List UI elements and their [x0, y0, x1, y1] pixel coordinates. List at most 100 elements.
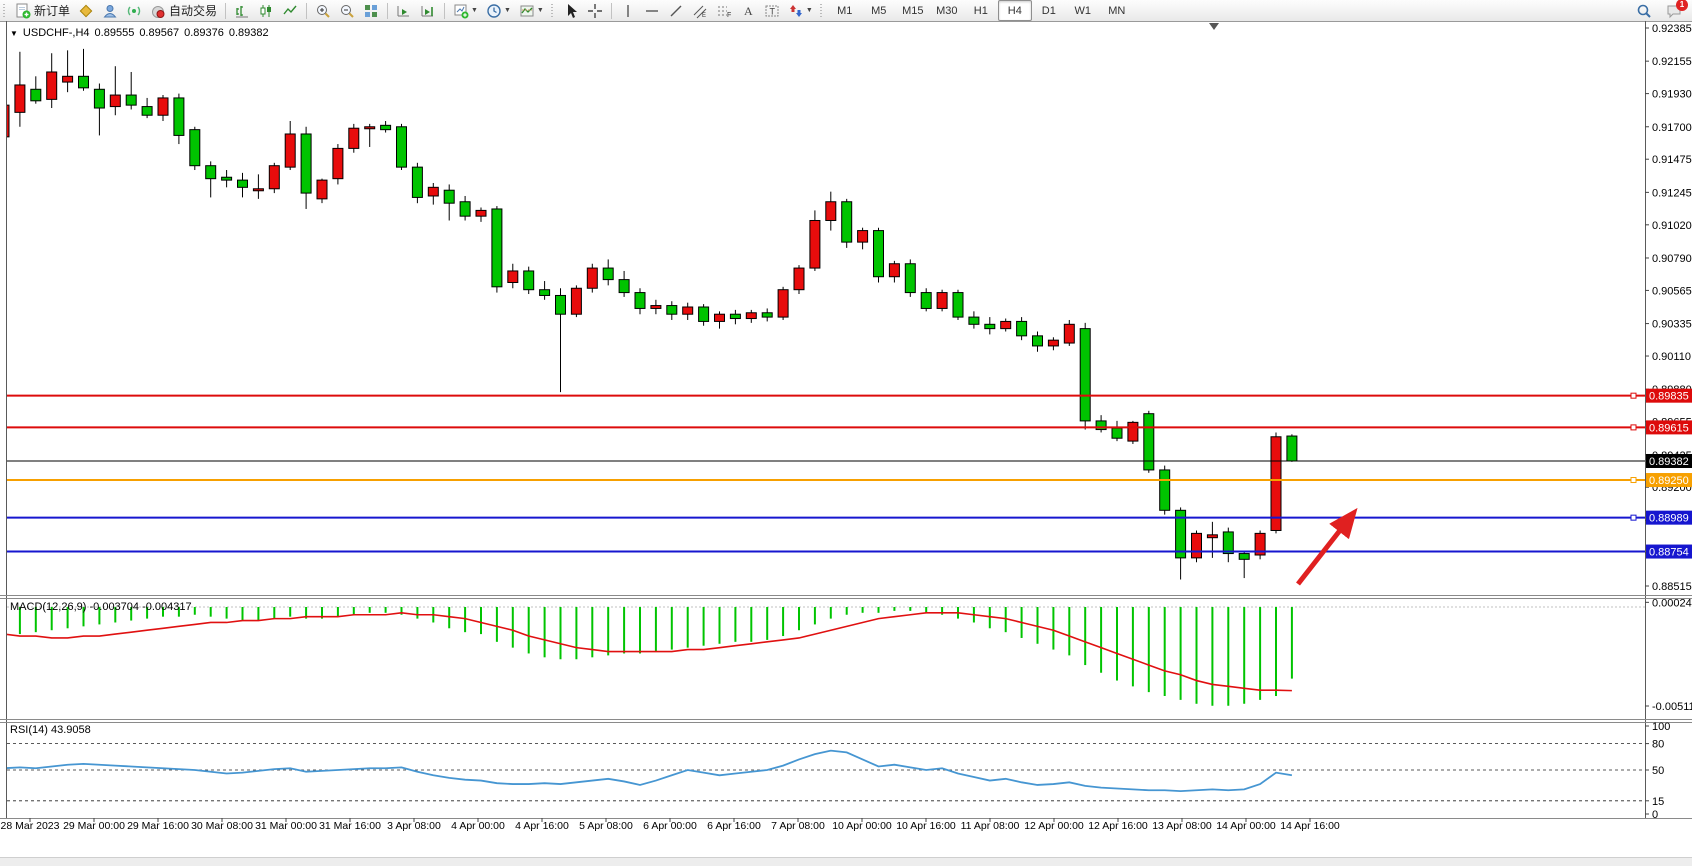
- new-chart-dropdown[interactable]: ▼: [449, 0, 482, 21]
- toolbar-grip[interactable]: [3, 3, 8, 18]
- timeframe-button-m15[interactable]: M15: [902, 4, 924, 17]
- toolbar-separator: [306, 2, 308, 19]
- trendline-button[interactable]: [664, 0, 688, 21]
- candle: [141, 97, 153, 119]
- candle: [570, 285, 582, 318]
- zoom-in-icon: [315, 3, 331, 19]
- community-button[interactable]: [98, 0, 122, 21]
- candle: [459, 195, 471, 221]
- template-icon: [519, 3, 535, 19]
- text-label-button[interactable]: T: [760, 0, 784, 21]
- toolbar-grip[interactable]: [819, 3, 825, 18]
- line-chart-button[interactable]: [278, 0, 302, 21]
- tile-windows-button[interactable]: [359, 0, 383, 21]
- macd-axis-label: -0.005115: [1652, 701, 1692, 713]
- rsi-level-label: 100: [1652, 721, 1670, 733]
- timeframe-button-w1[interactable]: W1: [1074, 4, 1092, 17]
- fibonacci-button[interactable]: F: [712, 0, 736, 21]
- chart-canvas[interactable]: 0.92385 0.92155 0.91930 0.91700 0.91475 0.912…: [0, 21, 1692, 844]
- price-line-badge-label: 0.88754: [1649, 547, 1689, 559]
- horizontal-scrollbar[interactable]: [0, 857, 1692, 866]
- candle: [523, 266, 535, 295]
- timeframe-button-m30[interactable]: M30: [936, 4, 958, 17]
- time-axis-label: 6 Apr 00:00: [643, 820, 697, 832]
- search-button[interactable]: [1632, 0, 1656, 21]
- timeframe-button-mn[interactable]: MN: [1108, 4, 1126, 17]
- cursor-button[interactable]: [559, 0, 583, 21]
- candle: [857, 227, 869, 250]
- candlestick-button[interactable]: [254, 0, 278, 21]
- candle: [221, 170, 233, 188]
- toolbar-grip[interactable]: [550, 3, 556, 18]
- candle: [1286, 434, 1298, 462]
- arrows-dropdown[interactable]: ▼: [784, 0, 817, 21]
- chevron-down-icon: ▼: [536, 7, 544, 14]
- timeframe-button-m5[interactable]: M5: [871, 4, 887, 17]
- timeframe-button-m1[interactable]: M1: [837, 4, 853, 17]
- candle: [761, 308, 773, 322]
- candle: [46, 53, 58, 109]
- time-axis-label: 29 Mar 00:00: [63, 820, 125, 832]
- chart-title[interactable]: ▼ USDCHF-,H4 0.89555 0.89567 0.89376 0.8…: [10, 27, 269, 39]
- market-button[interactable]: [74, 0, 98, 21]
- auto-scroll-button[interactable]: [392, 0, 416, 21]
- signals-button[interactable]: [122, 0, 146, 21]
- market-icon: [78, 3, 94, 19]
- new-order-button[interactable]: 新订单: [11, 0, 74, 21]
- price-tick-label: 0.90565: [1652, 285, 1692, 297]
- zoom-in-button[interactable]: [311, 0, 335, 21]
- price-tick-label: 0.91700: [1652, 122, 1692, 134]
- candle: [78, 48, 89, 91]
- candle: [936, 289, 948, 312]
- candle: [650, 299, 662, 315]
- candle: [1191, 530, 1202, 563]
- price-line-badge-label: 0.89382: [1649, 456, 1689, 468]
- chart-shift-button[interactable]: [416, 0, 440, 21]
- rsi-label: RSI(14) 43.9058: [10, 724, 91, 736]
- trendline-icon: [668, 3, 684, 19]
- vertical-line-button[interactable]: [616, 0, 640, 21]
- horizontal-line-button[interactable]: [640, 0, 664, 21]
- tile-windows-icon: [363, 3, 379, 19]
- chart-window: 0.92385 0.92155 0.91930 0.91700 0.91475 0.912…: [0, 21, 1692, 866]
- price-tick-label: 0.91245: [1652, 187, 1692, 199]
- text-button[interactable]: A: [736, 0, 760, 21]
- symbol-dropdown-icon[interactable]: ▼: [10, 28, 18, 38]
- channel-button[interactable]: E: [688, 0, 712, 21]
- notification-badge: 1: [1676, 0, 1688, 11]
- toolbar: 新订单 自动交易: [0, 0, 1692, 22]
- candle: [1000, 318, 1012, 332]
- timeframe-button-h1[interactable]: H1: [973, 4, 988, 17]
- timeframe-button-d1[interactable]: D1: [1041, 4, 1056, 17]
- candle: [1254, 530, 1266, 560]
- candle: [125, 71, 137, 110]
- price-line-badge-label: 0.89835: [1649, 391, 1689, 403]
- time-axis-label: 14 Apr 16:00: [1280, 820, 1340, 832]
- timeframe-button-h4[interactable]: H4: [997, 0, 1032, 21]
- notifications-button[interactable]: 1: [1662, 0, 1688, 21]
- crosshair-button[interactable]: [583, 0, 607, 21]
- price-line-badge-label: 0.89615: [1649, 422, 1689, 434]
- candle: [62, 50, 74, 93]
- ohlc-high: 0.89567: [139, 27, 180, 39]
- zoom-out-button[interactable]: [335, 0, 359, 21]
- symbol-label: USDCHF-,H4: [22, 27, 90, 39]
- period-dropdown[interactable]: ▼: [482, 0, 515, 21]
- chart-shift-marker[interactable]: [1209, 23, 1219, 30]
- candle: [920, 288, 932, 312]
- time-axis-label: 28 Mar 2023: [1, 820, 60, 832]
- price-line-badge-label: 0.88989: [1649, 513, 1689, 525]
- line-handle[interactable]: [1630, 514, 1637, 521]
- candle: [1063, 319, 1075, 346]
- price-tick-label: 0.88515: [1652, 581, 1692, 593]
- bar-chart-button[interactable]: [230, 0, 254, 21]
- auto-trading-icon: [150, 3, 166, 19]
- line-handle[interactable]: [1630, 392, 1637, 399]
- template-dropdown[interactable]: ▼: [515, 0, 548, 21]
- time-axis-label: 14 Apr 00:00: [1216, 820, 1276, 832]
- candle: [396, 123, 407, 171]
- line-handle[interactable]: [1630, 424, 1637, 431]
- trend-arrow-annotation[interactable]: [1296, 507, 1358, 586]
- line-handle[interactable]: [1630, 477, 1637, 484]
- auto-trading-button[interactable]: 自动交易: [146, 0, 221, 21]
